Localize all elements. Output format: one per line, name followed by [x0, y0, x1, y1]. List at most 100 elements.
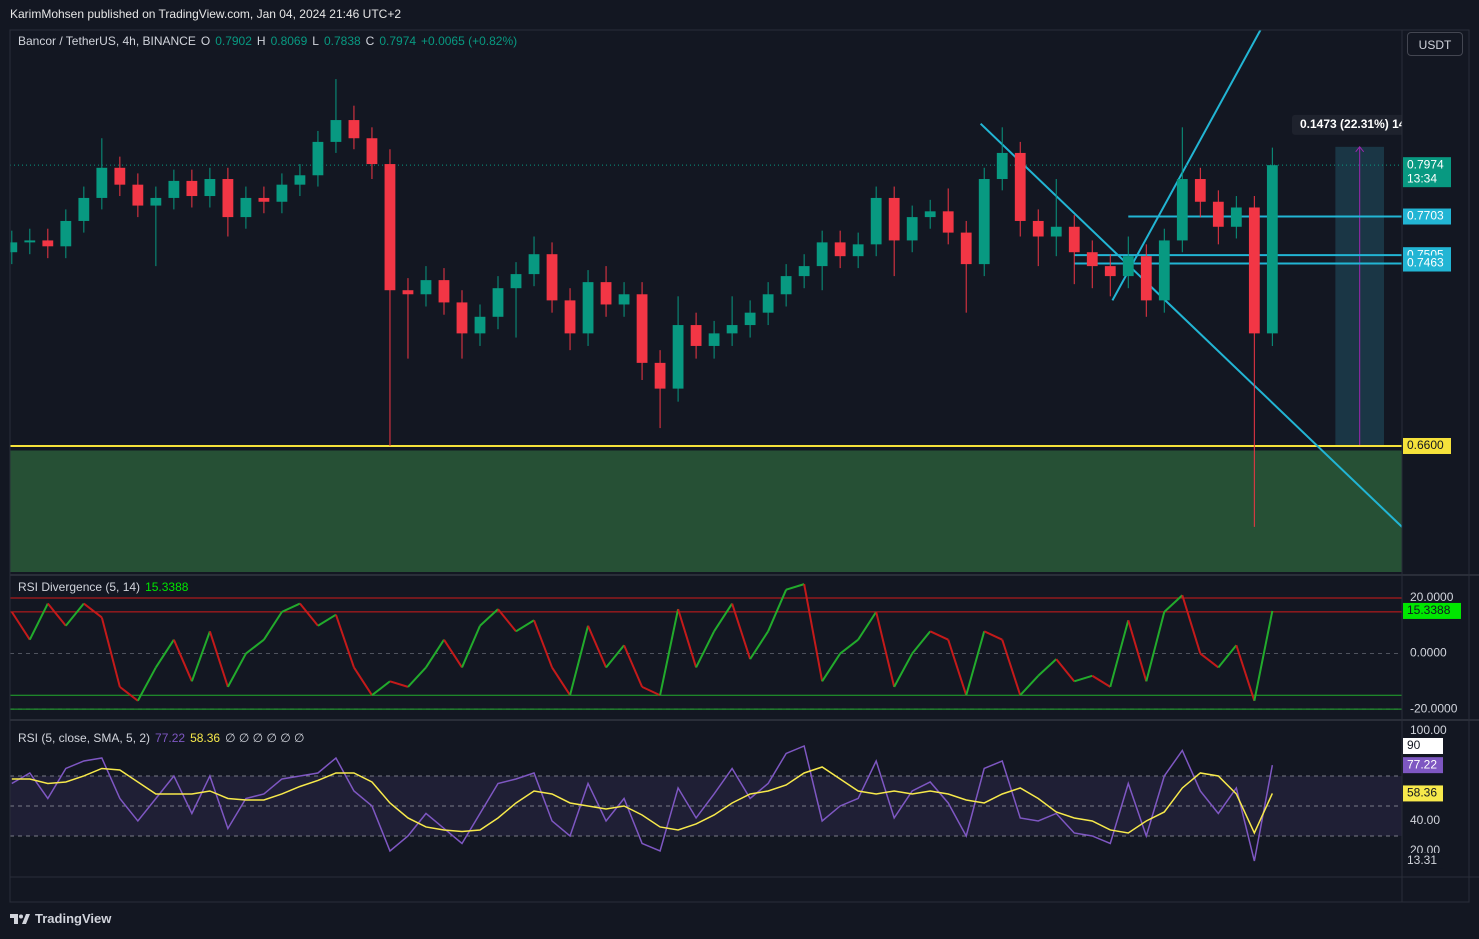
candle-body [42, 240, 54, 247]
candle-body [870, 197, 882, 245]
trendline [979, 122, 1402, 528]
candle-body [1068, 226, 1080, 253]
rsi-div-legend: RSI Divergence (5, 14) 15.3388 [18, 580, 188, 594]
candle-body [654, 362, 666, 389]
candle-body [1176, 179, 1188, 241]
measure-arrowhead [1355, 146, 1365, 153]
legend-title: RSI Divergence (5, 14) [18, 580, 141, 594]
candle-body [258, 197, 270, 202]
candle-body [456, 302, 468, 334]
divergence-segment [1145, 611, 1166, 682]
candle-body [1266, 165, 1278, 334]
candle-body [636, 294, 648, 363]
candle-body [312, 141, 324, 176]
candle-body [690, 325, 702, 346]
legend-key: O [200, 34, 211, 48]
value-label: 58.36 [1407, 786, 1437, 800]
candle-body [384, 164, 396, 291]
y-tick-label: 0.0000 [1410, 646, 1447, 660]
candle-body [618, 294, 630, 305]
divergence-segment [965, 631, 986, 696]
divergence-segment [875, 611, 896, 688]
logo [10, 913, 30, 924]
legend-value: 0.7838 [323, 34, 361, 48]
candle-body [330, 120, 342, 142]
candle-body [834, 242, 846, 257]
divergence-segment [1127, 619, 1148, 682]
candle-body [240, 197, 252, 218]
divergence-segment [425, 639, 445, 668]
brand: TradingView [35, 911, 112, 926]
divergence-segment [659, 608, 680, 696]
candle-body [996, 152, 1008, 180]
candle-body [1104, 266, 1116, 277]
legend-key: L [312, 34, 319, 48]
divergence-segment [551, 666, 571, 696]
divergence-segment [353, 666, 373, 696]
legend-change: +0.0065 (+0.82%) [421, 34, 518, 48]
divergence-segment [208, 631, 229, 688]
divergence-segment [587, 625, 607, 668]
value-label-bg [1403, 602, 1461, 619]
divergence-segment [749, 630, 769, 660]
candle-body [564, 300, 576, 334]
divergence-segment [767, 589, 788, 632]
candle-body [978, 179, 990, 265]
candle-body [186, 180, 198, 197]
divergence-segment [533, 619, 553, 668]
candle-body [510, 274, 522, 289]
divergence-segment [821, 653, 841, 682]
rsi-legend: RSI (5, close, SMA, 5, 2) 77.22 58.36 ∅ … [18, 731, 305, 745]
divergence-segment [623, 644, 643, 688]
value-label-bg [1403, 737, 1443, 754]
candle-body [10, 242, 18, 253]
candle-body [1212, 201, 1224, 227]
value-label-bg [1403, 852, 1443, 869]
divergence-segment [1235, 644, 1256, 702]
divergence-segment [1109, 619, 1130, 688]
divergence-segment [100, 617, 121, 688]
divergence-segment [83, 602, 103, 619]
divergence-segment [172, 639, 193, 682]
candle-body [816, 242, 828, 267]
divergence-segment [155, 639, 175, 668]
last-price-bg [1403, 157, 1451, 188]
level-label: 0.6600 [1407, 438, 1444, 452]
divergence-segment [1037, 658, 1057, 677]
divergence-segment [10, 611, 31, 641]
divergence-segment [119, 686, 139, 702]
legend-key: C [365, 34, 375, 48]
legend-key: H [256, 34, 266, 48]
rsi-line [11, 744, 1274, 862]
level-label: 0.7463 [1407, 256, 1444, 270]
candle-body [366, 138, 378, 165]
divergence-segment [929, 630, 949, 641]
candle-body [744, 312, 756, 326]
divergence-segment [227, 653, 247, 688]
divergence-segment [857, 611, 878, 641]
candle-body [492, 288, 504, 317]
divergence-segment [281, 602, 301, 613]
candle-body [600, 282, 612, 305]
divergence-segment [1001, 639, 1022, 696]
divergence-segment [1199, 652, 1219, 669]
candle-body [1230, 207, 1242, 227]
value-label: 15.3388 [1407, 603, 1451, 617]
divergence-segment [317, 613, 337, 627]
legend-empty-values: ∅ ∅ ∅ ∅ ∅ ∅ [225, 731, 305, 745]
candle-body [726, 325, 738, 334]
currency-button[interactable]: USDT [1407, 32, 1463, 56]
divergence-segment [1163, 594, 1183, 613]
candle-body [1032, 220, 1044, 237]
measure-label-bg [1292, 114, 1402, 135]
value-label: 77.22 [1407, 757, 1437, 771]
candle-body [222, 179, 234, 218]
divergence-segment [983, 630, 1003, 641]
divergence-segment [641, 685, 661, 697]
legend-title: Bancor / TetherUS, 4h, BINANCE [18, 34, 196, 48]
divergence-segment [190, 630, 211, 682]
y-tick-label: 40.00 [1410, 813, 1440, 827]
candle-body [276, 184, 288, 202]
candle-body [348, 120, 360, 139]
